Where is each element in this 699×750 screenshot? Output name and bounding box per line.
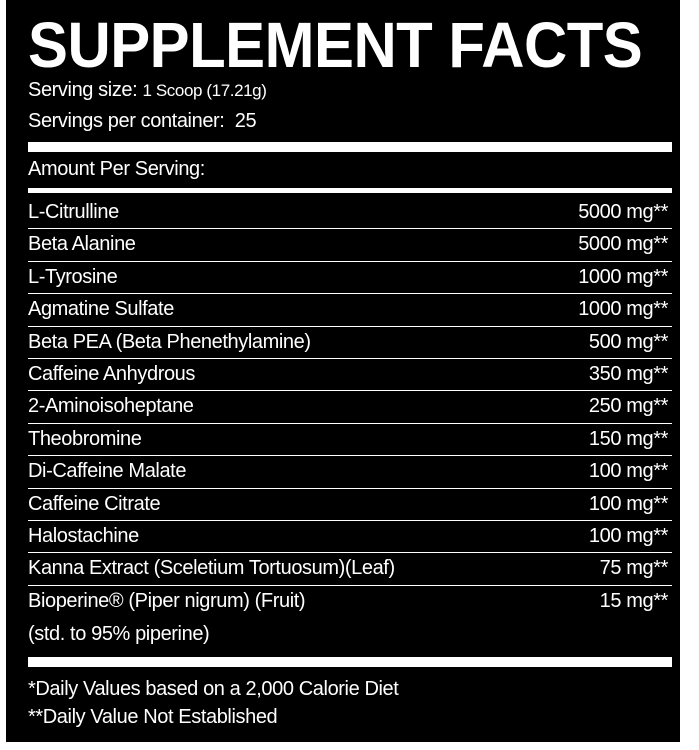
ingredient-amount: 1000 mg** <box>578 298 668 321</box>
ingredient-amount: 75 mg** <box>599 557 669 580</box>
ingredient-name: L-Tyrosine <box>28 265 118 288</box>
ingredient-name: Di-Caffeine Malate <box>28 460 187 483</box>
panel-title: SUPPLEMENT FACTS <box>28 9 643 81</box>
ingredient-row: Halostachine 100 mg** <box>28 521 672 554</box>
ingredient-amount: 100 mg** <box>588 492 668 515</box>
ingredient-amount: 100 mg** <box>588 524 668 547</box>
ingredient-amount: 100 mg** <box>588 460 668 483</box>
ingredient-row: Di-Caffeine Malate 100 mg** <box>28 456 672 489</box>
ingredient-name: 2-Aminoisoheptane <box>28 395 194 418</box>
ingredient-name: Theobromine <box>28 427 142 450</box>
ingredient-name: Agmatine Sulfate <box>28 298 174 321</box>
serving-size-label: Serving size: <box>28 79 138 101</box>
serving-size: Serving size: 1 Scoop (17.21g) <box>28 79 267 102</box>
footnote-daily-values: *Daily Values based on a 2,000 Calorie D… <box>28 678 399 700</box>
supplement-facts-panel: SUPPLEMENT FACTS Serving size: 1 Scoop (… <box>6 0 680 742</box>
ingredient-name: Bioperine® (Piper nigrum) (Fruit) <box>28 589 306 612</box>
ingredient-name: L-Citrulline <box>28 201 119 223</box>
ingredient-amount: 500 mg** <box>588 330 668 353</box>
footnote-not-established: **Daily Value Not Established <box>28 706 278 728</box>
ingredient-amount: 5000 mg** <box>578 233 668 256</box>
ingredient-amount: 350 mg** <box>588 362 668 385</box>
ingredient-list: L-Citrulline 5000 mg** Beta Alanine 5000 m… <box>28 197 672 650</box>
ingredient-row: Theobromine 150 mg** <box>28 424 672 457</box>
servings-per-container: Servings per container: 25 <box>28 110 257 133</box>
ingredient-amount: 250 mg** <box>588 395 668 418</box>
medium-divider <box>28 188 672 193</box>
ingredient-name: Halostachine <box>28 524 139 547</box>
ingredient-amount: 5000 mg** <box>578 201 668 223</box>
ingredient-row: L-Citrulline 5000 mg** <box>28 197 672 230</box>
servings-per-container-label: Servings per container: <box>28 110 225 132</box>
thick-divider-bottom <box>28 657 672 667</box>
ingredient-amount: 1000 mg** <box>578 265 668 288</box>
ingredient-name: Beta Alanine <box>28 233 136 256</box>
ingredient-row: L-Tyrosine 1000 mg** <box>28 262 672 295</box>
ingredient-note: (std. to 95% piperine) <box>28 622 210 645</box>
amount-per-serving-heading: Amount Per Serving: <box>28 158 205 180</box>
ingredient-row: 2-Aminoisoheptane 250 mg** <box>28 391 672 424</box>
ingredient-row: Beta Alanine 5000 mg** <box>28 229 672 262</box>
servings-per-container-value: 25 <box>234 110 257 132</box>
ingredient-row: Agmatine Sulfate 1000 mg** <box>28 294 672 327</box>
ingredient-amount: 150 mg** <box>588 427 668 450</box>
thick-divider <box>28 142 672 152</box>
ingredient-name: Caffeine Citrate <box>28 492 161 515</box>
ingredient-name: Kanna Extract (Sceletium Tortuosum)(Leaf… <box>28 557 395 580</box>
ingredient-name: Beta PEA (Beta Phenethylamine) <box>28 330 311 353</box>
serving-size-value: 1 Scoop (17.21g) <box>142 81 267 100</box>
ingredient-row: Beta PEA (Beta Phenethylamine) 500 mg** <box>28 327 672 359</box>
ingredient-amount: 15 mg** <box>599 589 669 612</box>
ingredient-row: Caffeine Citrate 100 mg** <box>28 489 672 521</box>
ingredient-row: Bioperine® (Piper nigrum) (Fruit) 15 mg**… <box>28 586 672 650</box>
ingredient-row: Caffeine Anhydrous 350 mg** <box>28 359 672 392</box>
ingredient-row: Kanna Extract (Sceletium Tortuosum)(Leaf… <box>28 553 672 586</box>
ingredient-name: Caffeine Anhydrous <box>28 362 195 385</box>
